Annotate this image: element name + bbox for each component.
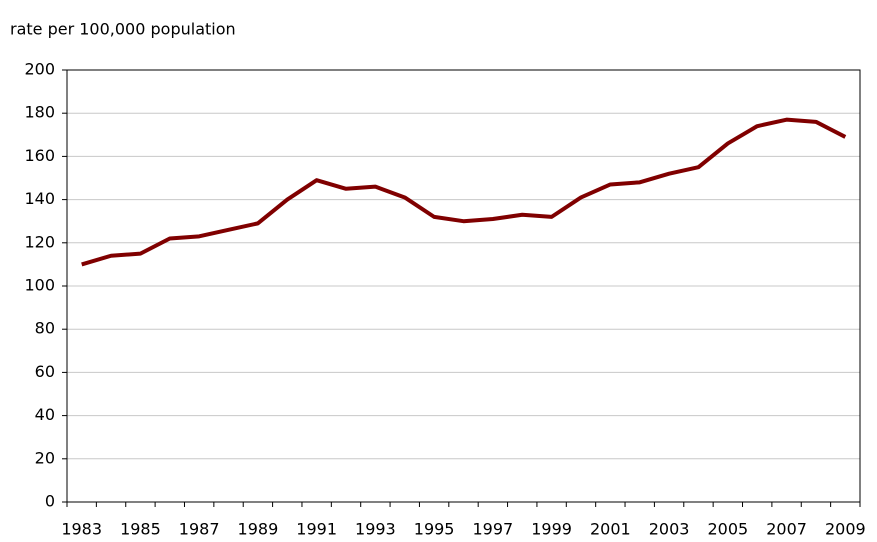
y-tick-label: 140: [24, 189, 55, 208]
x-tick-label: 2005: [707, 520, 748, 539]
y-tick-label: 200: [24, 60, 55, 79]
x-tick-label: 1987: [179, 520, 220, 539]
y-tick-label: 160: [24, 146, 55, 165]
x-tick-label: 1985: [120, 520, 161, 539]
x-tick-label: 1999: [531, 520, 572, 539]
y-tick-label: 80: [35, 319, 55, 338]
x-tick-label: 2007: [766, 520, 807, 539]
data-line: [81, 117, 847, 267]
y-tick-label: 180: [24, 103, 55, 122]
plot-border: [66, 69, 861, 503]
x-tick-label: 1993: [355, 520, 396, 539]
y-tick-label: 100: [24, 276, 55, 295]
y-tick-label: 20: [35, 448, 55, 467]
y-tick-label: 0: [45, 492, 55, 511]
x-tick-label: 2001: [590, 520, 631, 539]
y-tick-label: 40: [35, 405, 55, 424]
y-tick-label: 60: [35, 362, 55, 381]
y-tick-label: 120: [24, 232, 55, 251]
y-axis-title: rate per 100,000 population: [10, 20, 236, 39]
x-tick-label: 1983: [61, 520, 102, 539]
x-tick-label: 1995: [414, 520, 455, 539]
x-tick-label: 1991: [296, 520, 337, 539]
x-tick-label: 1997: [473, 520, 514, 539]
x-tick-label: 2003: [649, 520, 690, 539]
x-tick-label: 1989: [238, 520, 279, 539]
x-tick-label: 2009: [825, 520, 866, 539]
